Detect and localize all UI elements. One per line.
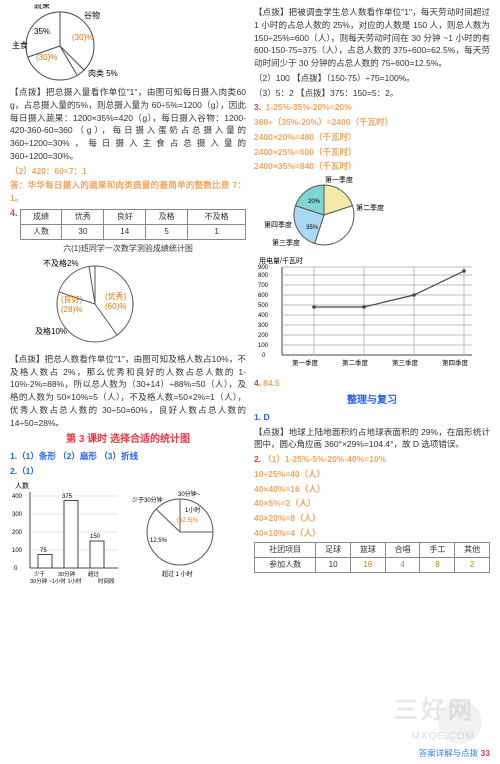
answer-1: 答：华华每日摄入的蔬果和肉类质量的最简单的整数比是 7：1。: [10, 179, 246, 205]
svg-text:超过: 超过: [88, 570, 100, 578]
svg-text:用电量/千瓦时: 用电量/千瓦时: [259, 256, 303, 265]
svg-text:300: 300: [258, 323, 269, 329]
svg-text:1小时: 1小时: [185, 506, 200, 514]
svg-text:375: 375: [62, 494, 73, 500]
svg-text:0: 0: [14, 566, 18, 572]
svg-text:谷物: 谷物: [84, 10, 100, 20]
svg-text:少于30分钟: 少于30分钟: [132, 496, 163, 504]
svg-text:(60)%: (60)%: [105, 302, 126, 311]
svg-text:150: 150: [90, 534, 101, 540]
line-1: 1.（1）条形 （2）扇形 （3）折线: [10, 450, 246, 463]
pie-chart-time: 30分钟~ 1小时 (62.5)% 少于30分钟 12.5% 超过 1 小时: [125, 480, 240, 585]
svg-text:第四季度: 第四季度: [264, 220, 292, 229]
svg-text:第三季度: 第三季度: [272, 238, 300, 247]
svg-text:20%: 20%: [308, 199, 321, 205]
svg-text:800: 800: [258, 273, 269, 279]
svg-text:人数: 人数: [15, 481, 29, 490]
svg-text:12.5%: 12.5%: [150, 538, 168, 544]
svg-text:100: 100: [12, 548, 23, 554]
lesson-title: 第 3 课时 选择合适的统计图: [10, 432, 246, 447]
svg-text:100: 100: [258, 343, 269, 349]
line-2: 2.（1）: [10, 465, 246, 478]
para-2: 【点拨】把总人数看作单位"1"，由图可知及格人数占10%，不及格人数占 2%，那…: [10, 353, 246, 430]
svg-text:30分钟: 30分钟: [58, 570, 76, 578]
svg-text:200: 200: [12, 530, 23, 536]
q4-num: 4.: [10, 207, 18, 221]
svg-text:700: 700: [258, 283, 269, 289]
pie-chart-nutrition: 蔬果 35% 谷物 (30)% 主食 (30)% 肉类 5%: [10, 4, 140, 84]
q1d: 1. D: [254, 411, 490, 424]
para-4: 【点拨】地球上陆地面积约占地球表面积的 29%，在扇形统计图中，圆心角应画 36…: [254, 426, 490, 452]
svg-text:不及格2%: 不及格2%: [43, 258, 79, 268]
svg-text:第三季度: 第三季度: [392, 358, 419, 367]
svg-text:(优秀): (优秀): [105, 291, 127, 301]
svg-text:(良好): (良好): [61, 294, 83, 304]
svg-text:及格10%: 及格10%: [35, 326, 67, 336]
svg-text:35%: 35%: [306, 225, 319, 231]
para-1: 【点拨】把总摄入量看作单位"1"，由图可知每日摄入肉类60 g，占总摄入量的5%…: [10, 86, 246, 163]
svg-text:蔬果: 蔬果: [34, 4, 50, 10]
svg-text:600: 600: [258, 293, 269, 299]
svg-text:(30)%: (30)%: [72, 33, 93, 42]
svg-text:第四季度: 第四季度: [442, 358, 469, 367]
page-footer: 答案详解与点拨 33: [419, 747, 490, 760]
svg-text:35%: 35%: [34, 27, 50, 36]
sub-2: （2）420：60=7：1: [10, 165, 246, 178]
svg-text:超过 1 小时: 超过 1 小时: [162, 570, 193, 578]
pie-chart-quarters: 第二季度 第一季度 第四季度 第三季度 20% 35%: [254, 175, 414, 255]
svg-text:75: 75: [40, 548, 47, 554]
svg-text:30分钟 ~1小时 1小时: 30分钟 ~1小时 1小时: [30, 577, 82, 585]
line-chart-power: 用电量/千瓦时 0 100 200 300 400: [254, 255, 484, 375]
svg-text:200: 200: [258, 333, 269, 339]
q2-num: 2.: [254, 454, 261, 464]
svg-text:(30)%: (30)%: [36, 53, 57, 62]
svg-text:900: 900: [258, 265, 269, 271]
svg-text:400: 400: [258, 313, 269, 319]
svg-text:第一季度: 第一季度: [325, 175, 353, 184]
pie-chart-scores: 不及格2% (优秀) (60)% (良好) (28)% 及格10%: [10, 256, 180, 351]
svg-text:0: 0: [262, 353, 266, 359]
svg-text:400: 400: [12, 494, 23, 500]
bar-chart: 人数 0 100 200 300 400 75 375: [10, 480, 125, 585]
score-table: 成绩 优秀 良好 及格 不及格 人数 30 14 5 1: [20, 209, 246, 240]
svg-text:第二季度: 第二季度: [342, 358, 369, 367]
svg-text:少于: 少于: [34, 571, 46, 578]
svg-text:(62.5)%: (62.5)%: [177, 518, 199, 524]
svg-text:500: 500: [258, 303, 269, 309]
para-3: 【点拨】把被调查学生总人数看作单位"1"，每天劳动时间超过 1 小时的占总人数的…: [254, 6, 490, 70]
svg-text:肉类 5%: 肉类 5%: [88, 68, 118, 78]
review-title: 整理与复习: [254, 393, 490, 408]
svg-text:第二季度: 第二季度: [356, 203, 384, 212]
svg-text:300: 300: [12, 512, 23, 518]
svg-text:(28)%: (28)%: [61, 305, 82, 314]
q3-num: 3.: [254, 102, 261, 112]
club-table: 社团项目 足球 篮球 合唱 手工 其他 参加人数 10 16 4 8 2: [254, 542, 490, 573]
svg-text:主食: 主食: [12, 40, 28, 50]
svg-text:第一季度: 第一季度: [292, 358, 319, 367]
sub-22: （2）100 【点拨】（150-75）÷75=100%。: [254, 72, 490, 85]
table-title: 六(1)班同学一次数学测验成绩统计图: [10, 243, 246, 255]
sub-23: （3）5：2 【点拨】375：150=5：2。: [254, 87, 490, 100]
svg-text:30分钟~: 30分钟~: [178, 490, 201, 498]
svg-text:时间段: 时间段: [98, 577, 115, 585]
